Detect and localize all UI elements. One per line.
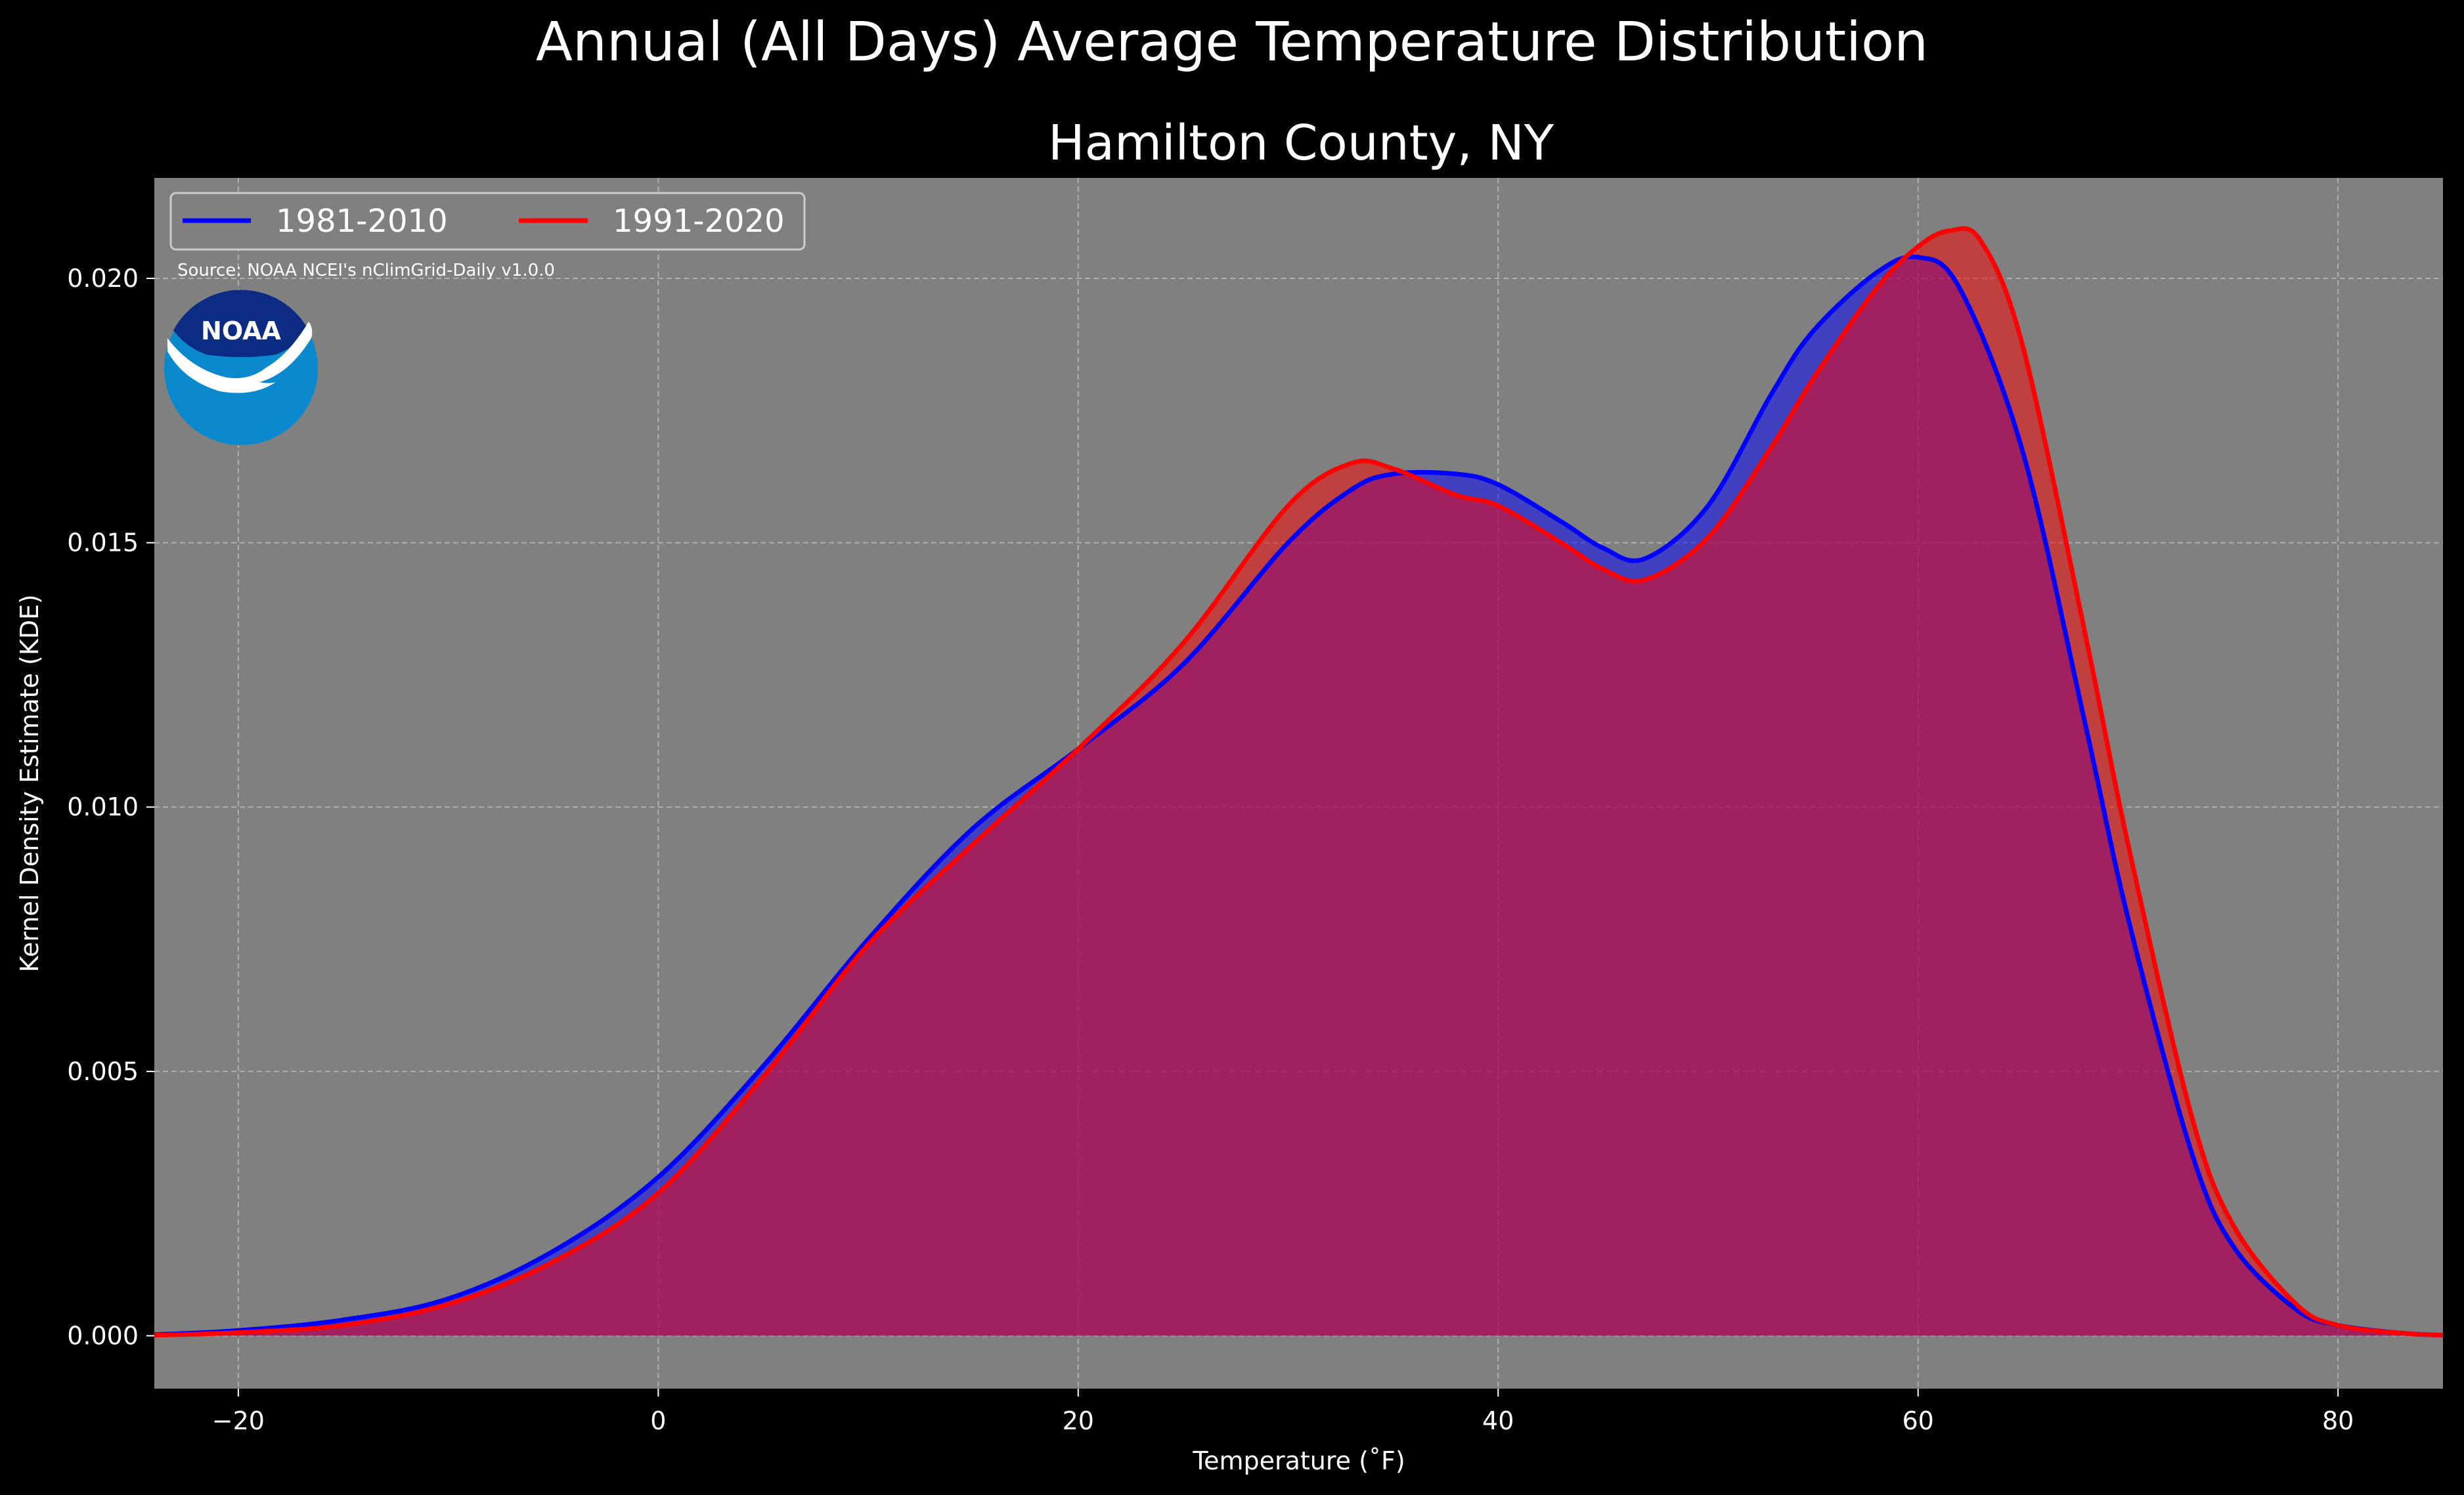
x-tick-label: 0 [650, 1406, 666, 1435]
area-1991-2020 [154, 228, 2443, 1336]
x-tick-label: −20 [212, 1406, 265, 1435]
noaa-logo-upper [173, 290, 309, 357]
y-tick-label: 0.000 [67, 1321, 139, 1350]
series-lines [154, 226, 2444, 1338]
figure-suptitle: Annual (All Days) Average Temperature Di… [536, 11, 1928, 74]
y-tick-label: 0.015 [67, 529, 139, 557]
y-tick-label: 0.010 [67, 792, 139, 821]
line-1991-2020 [154, 226, 2444, 1338]
y-tick-label: 0.005 [67, 1057, 139, 1086]
legend-label-1991-2020: 1991-2020 [613, 203, 785, 240]
axes [146, 277, 2339, 1397]
x-tick-label: 80 [2322, 1406, 2354, 1435]
legend-box [169, 192, 806, 251]
series-fills [154, 228, 2443, 1336]
tick-labels: −20 0 20 40 60 80 0.000 0.005 0.010 0.015 0.020 [67, 264, 2354, 1435]
x-tick-label: 60 [1903, 1406, 1934, 1435]
noaa-logo-gull [167, 322, 313, 393]
x-axis-label: Temperature (˚F) [1192, 1446, 1405, 1475]
source-annotation: Source: NOAA NCEI's nClimGrid-Daily v1.0… [177, 261, 555, 280]
chart-title: Hamilton County, NY [1048, 115, 1554, 171]
x-tick-label: 20 [1063, 1406, 1094, 1435]
legend-label-1981-2010: 1981-2010 [276, 203, 448, 240]
y-axis-label: Kernel Density Estimate (KDE) [15, 594, 44, 972]
line-1981-2010 [154, 254, 2444, 1338]
legend: 1981-2010 1991-2020 [169, 192, 806, 251]
noaa-logo-text: NOAA [201, 316, 281, 345]
x-tick-label: 40 [1482, 1406, 1514, 1435]
noaa-logo: NOAA [164, 290, 318, 445]
y-tick-label: 0.020 [67, 264, 139, 293]
